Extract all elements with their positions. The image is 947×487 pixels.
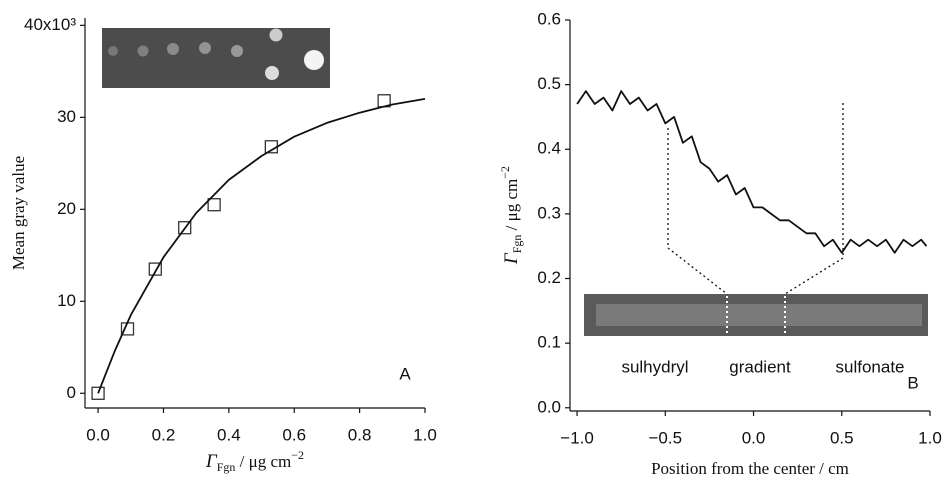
x-tick-label: 0.0 [86,425,110,444]
annotation: sulhydryl [621,357,688,376]
label-subscript: Fgn [217,460,236,474]
y-axis-label: Mean gray value [9,156,28,270]
x-tick-label: 0.0 [742,428,766,447]
x-tick-label: 1.0 [413,425,437,444]
y-tick-label: 20 [57,199,76,218]
y-tick-label: 0.0 [537,397,561,416]
label-superscript: −2 [291,448,304,462]
x-tick-label: −1.0 [560,428,594,447]
y-tick-label: 30 [57,107,76,126]
inset-image [102,28,330,88]
label-text: / μg cm [235,452,291,471]
y-tick-label: 0.4 [537,139,561,158]
y-tick-label: 10 [57,291,76,310]
strip-image [584,294,928,336]
y-axis-label: ΓFgn / μg cm−2 [498,166,524,265]
data-point [148,262,162,276]
x-tick-label: 0.6 [282,425,306,444]
x-axis-label: ΓFgn / μg cm−2 [205,448,304,474]
data-line [97,98,426,394]
label-text: / μg cm [502,179,521,235]
data-point [178,221,192,235]
y-tick-label: 0.6 [537,9,561,28]
label-superscript: −2 [498,166,512,179]
x-tick-label: 0.4 [217,425,241,444]
label-symbol: Γ [501,252,522,265]
panel-label: A [399,364,411,383]
annotation: sulfonate [836,357,905,376]
x-axis-label: Position from the center / cm [651,459,849,478]
x-tick-label: 1.0 [918,428,942,447]
x-tick-label: 0.5 [830,428,854,447]
data-line [576,90,928,254]
x-tick-label: 0.2 [152,425,176,444]
x-tick-label: 0.8 [348,425,372,444]
y-tick-label: 0.2 [537,268,561,287]
annotation: gradient [729,357,791,376]
y-tick-label: 0 [67,383,76,402]
x-tick-label: −0.5 [649,428,683,447]
y-tick-label: 0.1 [537,333,561,352]
y-tick-label: 40x10³ [24,15,76,34]
label-subscript: Fgn [510,235,524,254]
label-symbol: Γ [205,451,218,472]
y-tick-label: 0.3 [537,203,561,222]
data-point [207,198,221,212]
data-point [91,386,105,400]
annotation: B [907,373,918,392]
y-tick-label: 0.5 [537,74,561,93]
guide-lines [667,103,844,295]
